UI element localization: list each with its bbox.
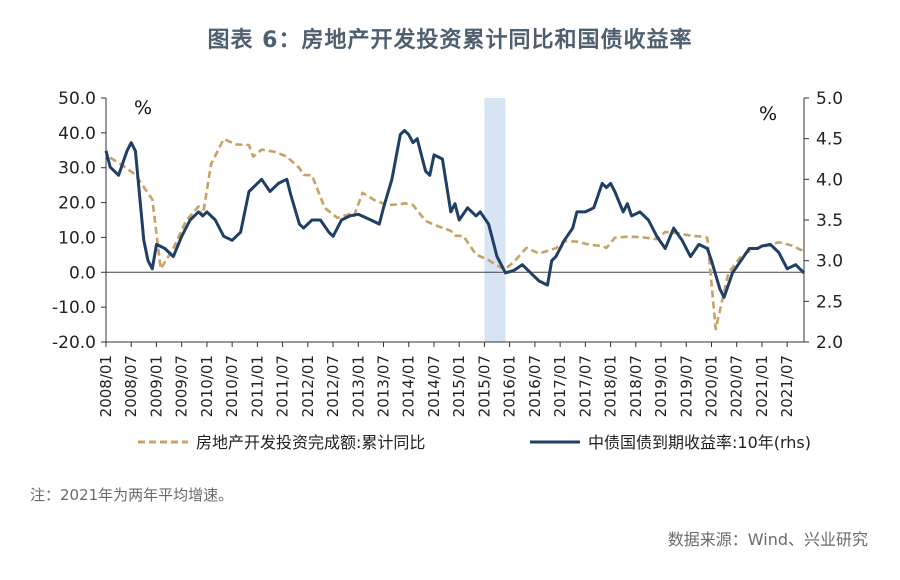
shaded-period	[484, 98, 506, 342]
x-axis-tick-label: 2016/07	[526, 355, 544, 417]
x-axis-tick-label: 2013/01	[349, 355, 367, 417]
x-axis-tick-label: 2010/01	[198, 355, 216, 417]
series-line-yield	[104, 129, 806, 299]
series-line-investment	[109, 137, 805, 331]
left-axis-tick-label: -20.0	[52, 333, 96, 353]
x-axis-tick-label: 2012/07	[324, 355, 342, 417]
data-source: 数据来源：Wind、兴业研究	[667, 530, 868, 549]
x-axis-tick-label: 2010/07	[223, 355, 241, 417]
x-axis-tick-label: 2008/01	[97, 355, 115, 417]
legend-item-yield: 中债国债到期收益率:10年(rhs)	[530, 433, 811, 452]
x-axis-tick-label: 2011/07	[274, 355, 292, 417]
right-axis-unit: %	[759, 103, 777, 125]
x-axis-tick-label: 2014/01	[400, 355, 418, 417]
x-axis-tick-label: 2009/01	[147, 355, 165, 417]
right-axis-tick-label: 3.0	[816, 252, 843, 272]
legend-label: 中债国债到期收益率:10年(rhs)	[588, 433, 811, 452]
x-axis-tick-label: 2018/01	[602, 355, 620, 417]
x-axis-tick-label: 2017/01	[551, 355, 569, 417]
x-axis-tick-label: 2008/07	[122, 355, 140, 417]
left-axis-tick-label: 10.0	[58, 228, 96, 248]
left-axis-tick-label: 50.0	[58, 89, 96, 109]
x-axis-tick-label: 2019/01	[652, 355, 670, 417]
legend-label: 房地产开发投资完成额:累计同比	[196, 433, 425, 452]
left-axis-unit: %	[134, 97, 152, 119]
left-axis-tick-label: 20.0	[58, 194, 96, 214]
right-axis-tick-label: 2.0	[816, 333, 843, 353]
right-axis-tick-label: 2.5	[816, 292, 843, 312]
left-axis-tick-label: -10.0	[52, 298, 96, 318]
legend-item-investment: 房地产开发投资完成额:累计同比	[138, 433, 425, 452]
right-axis-tick-label: 5.0	[816, 89, 843, 109]
x-axis-tick-label: 2015/01	[450, 355, 468, 417]
right-axis-tick-label: 3.5	[816, 211, 843, 231]
x-axis-tick-label: 2018/07	[627, 355, 645, 417]
x-axis-tick-label: 2016/01	[501, 355, 519, 417]
x-axis-tick-label: 2011/01	[248, 355, 266, 417]
x-axis-tick-label: 2017/07	[576, 355, 594, 417]
x-axis-tick-label: 2020/01	[702, 355, 720, 417]
footnote: 注：2021年为两年平均增速。	[30, 486, 234, 504]
x-axis-tick-label: 2013/07	[375, 355, 393, 417]
left-axis-tick-label: 0.0	[69, 263, 96, 283]
x-axis-tick-label: 2020/07	[728, 355, 746, 417]
x-axis-tick-label: 2021/01	[753, 355, 771, 417]
x-axis-tick-label: 2021/07	[778, 355, 796, 417]
x-axis-tick-label: 2009/07	[173, 355, 191, 417]
x-axis-tick-label: 2019/07	[677, 355, 695, 417]
x-axis-tick-label: 2015/07	[475, 355, 493, 417]
chart-title: 图表 6：房地产开发投资累计同比和国债收益率	[207, 28, 693, 53]
left-axis-tick-label: 40.0	[58, 124, 96, 144]
x-axis-tick-label: 2014/07	[425, 355, 443, 417]
x-axis-tick-label: 2012/01	[299, 355, 317, 417]
left-axis-tick-label: 30.0	[58, 159, 96, 179]
right-axis-tick-label: 4.5	[816, 130, 843, 150]
right-axis-tick-label: 4.0	[816, 170, 843, 190]
